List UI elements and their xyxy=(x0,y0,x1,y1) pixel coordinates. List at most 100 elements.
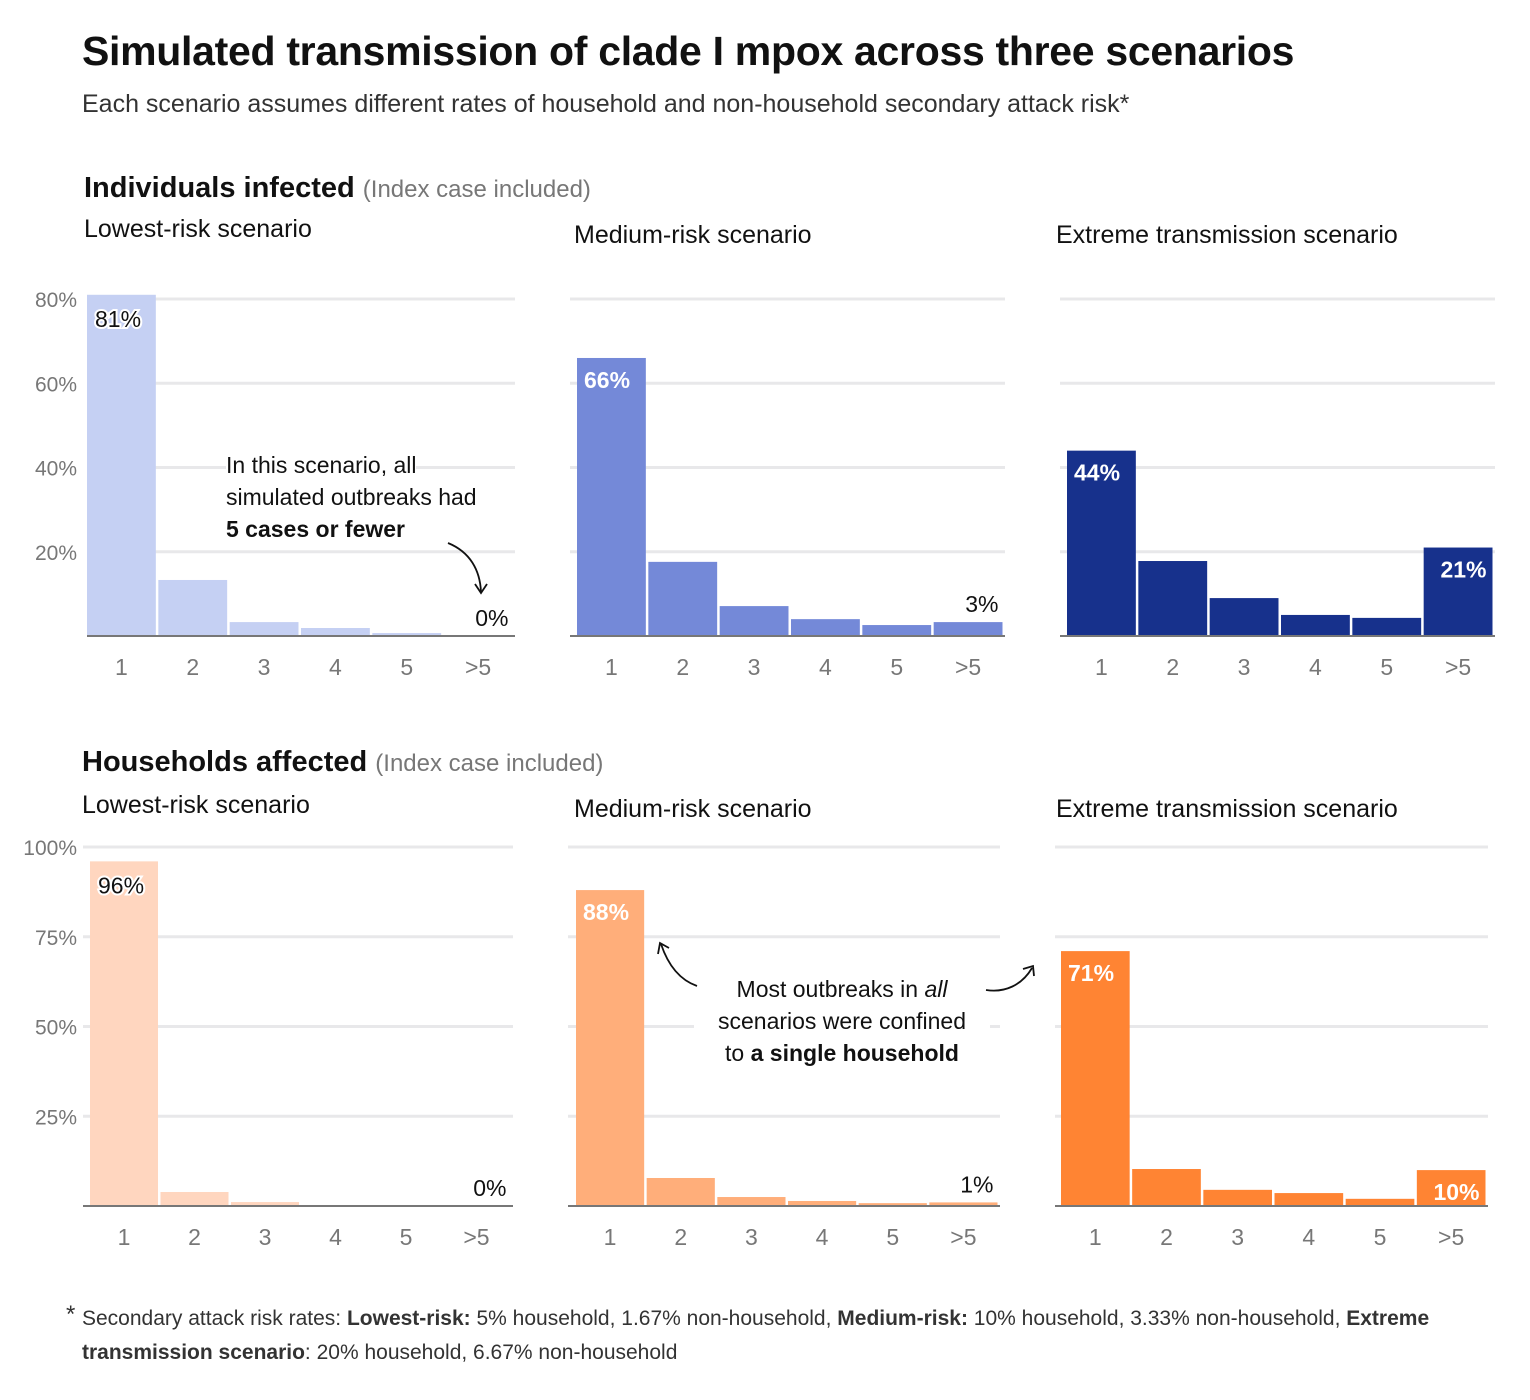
annotation-arrow xyxy=(660,943,698,987)
bar xyxy=(1352,617,1422,636)
x-tick-label: 5 xyxy=(1374,1224,1387,1250)
x-tick-label: 1 xyxy=(118,1224,131,1250)
footnote: * Secondary attack risk rates: Lowest-ri… xyxy=(66,1301,1486,1370)
bar xyxy=(858,1203,927,1206)
annotation-households: Most outbreaks in all scenarios were con… xyxy=(694,973,990,1069)
data-label: 71% xyxy=(1068,960,1114,986)
section-title: Households affected xyxy=(82,746,368,778)
bar xyxy=(929,1202,998,1206)
x-tick-label: >5 xyxy=(1445,654,1471,680)
footnote-text: : 20% household, 6.67% non-household xyxy=(304,1341,678,1364)
x-tick-label: 5 xyxy=(400,1224,413,1250)
bar xyxy=(1209,598,1279,636)
section-heading-households: Households affected (Index case included… xyxy=(82,746,603,779)
data-label: 88% xyxy=(583,899,629,925)
bar xyxy=(717,1197,786,1206)
arrowhead xyxy=(1022,964,1035,977)
bar xyxy=(87,294,156,636)
bar-panel: 1 2 3 4 5 >5 44% 21% xyxy=(1060,297,1495,680)
panel-title: Medium-risk scenario xyxy=(574,795,812,823)
y-tick-label: 25% xyxy=(35,1106,77,1129)
x-tick-label: 2 xyxy=(1166,654,1179,680)
x-tick-label: >5 xyxy=(955,654,981,680)
x-tick-label: 1 xyxy=(605,654,618,680)
data-label: 96% xyxy=(98,872,144,898)
annotation-text: In this scenario, all xyxy=(226,452,417,478)
section-heading-individuals: Individuals infected (Index case include… xyxy=(84,172,591,205)
annotation-bold: a single household xyxy=(750,1040,959,1066)
footnote-bold: Medium-risk: xyxy=(837,1307,968,1330)
bar xyxy=(788,1200,857,1206)
x-tick-label: >5 xyxy=(950,1224,976,1250)
y-tick-label: 60% xyxy=(35,373,77,396)
footnote-text: 5% household, 1.67% non-household, xyxy=(470,1307,838,1330)
annotation-arrow xyxy=(985,967,1033,992)
bar xyxy=(1281,614,1350,636)
bar xyxy=(229,622,299,636)
x-tick-label: 3 xyxy=(745,1224,758,1250)
chart-subtitle: Each scenario assumes different rates of… xyxy=(82,90,1130,118)
arrowhead xyxy=(657,941,670,955)
bar xyxy=(1345,1198,1415,1206)
panel-title: Lowest-risk scenario xyxy=(84,215,312,243)
section-note: (Index case included) xyxy=(375,750,604,777)
bar-panel: 1 2 3 4 5 >5 88% 1% xyxy=(568,845,1000,1250)
data-label: 0% xyxy=(475,605,508,631)
x-tick-label: 2 xyxy=(674,1224,687,1250)
bar-panel: 25% 50% 75% 100% 1 2 3 4 5 >5 96% 0% xyxy=(23,837,513,1250)
data-label: 44% xyxy=(1074,460,1120,486)
x-tick-label: 3 xyxy=(259,1224,272,1250)
x-tick-label: >5 xyxy=(463,1224,489,1250)
panel-title: Lowest-risk scenario xyxy=(82,791,310,819)
data-label: 3% xyxy=(965,591,998,617)
x-tick-label: 5 xyxy=(886,1224,899,1250)
bar xyxy=(90,861,158,1206)
section-title: Individuals infected xyxy=(84,172,355,204)
data-label: 66% xyxy=(584,367,630,393)
x-tick-label: 5 xyxy=(1380,654,1393,680)
panel-title: Extreme transmission scenario xyxy=(1056,795,1398,823)
bar xyxy=(372,633,442,636)
bar xyxy=(1203,1189,1272,1206)
y-tick-label: 50% xyxy=(35,1017,77,1040)
panel-title: Medium-risk scenario xyxy=(574,221,812,249)
section-note: (Index case included) xyxy=(362,176,591,203)
x-tick-label: 5 xyxy=(400,654,413,680)
y-tick-label: 80% xyxy=(35,289,77,312)
footnote-bold: Extreme transmission scenario xyxy=(82,1307,1430,1364)
x-tick-label: >5 xyxy=(1438,1224,1464,1250)
bar-panel: 20% 40% 60% 80% 1 2 3 4 5 >5 81% 0% xyxy=(35,289,515,680)
bar xyxy=(1067,450,1136,636)
annotation-individuals: In this scenario, all simulated outbreak… xyxy=(226,449,477,545)
x-tick-label: 4 xyxy=(1302,1224,1315,1250)
y-tick-label: 40% xyxy=(35,458,77,481)
panel-title: Extreme transmission scenario xyxy=(1056,221,1398,249)
bar xyxy=(160,1191,229,1206)
bar xyxy=(1274,1193,1344,1206)
x-tick-label: 3 xyxy=(1231,1224,1244,1250)
bar xyxy=(1138,561,1208,636)
chart-title: Simulated transmission of clade I mpox a… xyxy=(82,28,1295,74)
x-tick-label: 3 xyxy=(1238,654,1251,680)
annotation-italic: all xyxy=(924,976,948,1002)
footnote-star: * xyxy=(66,1301,76,1328)
bar-panel: 1 2 3 4 5 >5 71% 10% xyxy=(1055,845,1488,1250)
data-label: 10% xyxy=(1433,1179,1479,1205)
x-tick-label: 2 xyxy=(186,654,199,680)
bar xyxy=(231,1202,299,1206)
x-tick-label: 4 xyxy=(819,654,832,680)
x-tick-label: 4 xyxy=(329,654,342,680)
x-tick-label: 1 xyxy=(1089,1224,1102,1250)
bar xyxy=(577,357,646,636)
x-tick-label: 5 xyxy=(890,654,903,680)
annotation-text: Most outbreaks in xyxy=(736,976,925,1002)
bar xyxy=(791,619,860,636)
bar xyxy=(648,561,718,636)
y-tick-label: 75% xyxy=(35,927,77,950)
data-label: 1% xyxy=(960,1171,993,1197)
x-tick-label: 1 xyxy=(115,654,128,680)
bar xyxy=(646,1177,715,1206)
x-tick-label: 3 xyxy=(258,654,271,680)
bar xyxy=(576,890,645,1206)
